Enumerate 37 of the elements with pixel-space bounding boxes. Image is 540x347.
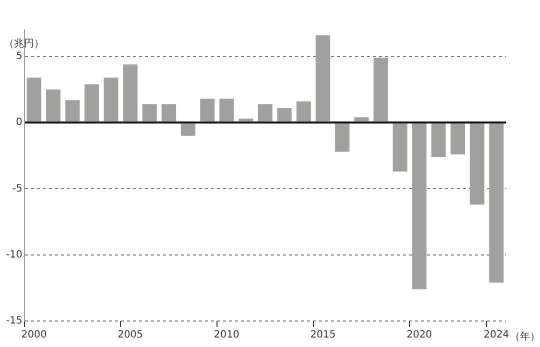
bar [65,100,80,122]
y-axis-title: （兆円） [4,37,44,50]
bar [219,98,234,122]
x-tick-label: 2015 [310,330,336,341]
bar [46,90,60,122]
bar [277,108,292,122]
bar [238,118,254,122]
y-tick-label: 5 [16,51,22,62]
bar [162,104,176,122]
y-tick-label: -15 [6,316,22,327]
bar [104,78,118,122]
bar [200,98,215,122]
bar [296,101,311,122]
bar [354,117,369,122]
x-tick-label: 2020 [406,330,432,341]
bar [374,58,388,122]
bar [412,124,427,290]
bar [470,124,484,205]
bar [84,84,99,122]
x-axis-title: （年） [510,330,540,343]
bar [316,35,330,122]
y-tick-label: 0 [16,117,22,128]
bar [123,64,138,122]
bar [335,124,350,152]
bar [392,124,408,172]
bar [180,124,196,136]
x-tick-label: 2005 [118,330,144,341]
bar [489,124,504,283]
bar [142,104,157,122]
bar [258,104,272,122]
y-tick-label: -5 [12,183,22,194]
y-tick-label: -10 [6,249,22,260]
bar [431,124,446,157]
x-tick-label: 2010 [214,330,240,341]
x-tick-label: 2000 [21,330,47,341]
bar [450,124,466,154]
x-tick-label: 2024 [484,330,510,341]
